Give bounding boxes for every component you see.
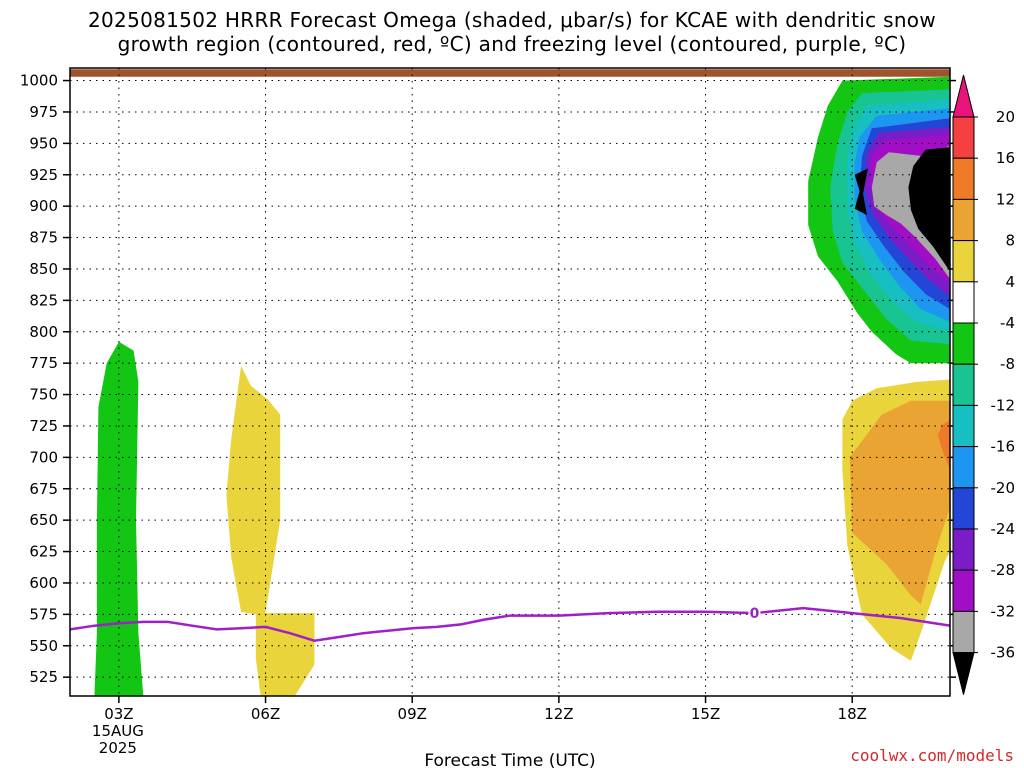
omega-region-3 [849,400,950,605]
freezing-level-label-bg [748,605,761,622]
omega-region-14 [854,168,868,215]
colorbar-bin-2 [952,157,975,200]
y-tick-label-525: 525 [29,668,58,686]
colorbar-bin-11 [952,528,975,571]
x-tick-label-03Z: 03Z [104,705,133,723]
y-tick-label-975: 975 [29,103,58,121]
y-tick-label-750: 750 [29,386,58,404]
y-tick-label-825: 825 [29,291,58,309]
y-tick-label-625: 625 [29,543,58,561]
y-tick-label-600: 600 [29,574,58,592]
colorbar-bin-6 [952,322,975,365]
colorbar-label-3: 8 [1005,232,1015,250]
colorbar-bin-5 [952,281,975,324]
x-tick-sublabel-1: 2025 [99,739,137,757]
omega-region-15 [70,69,950,77]
y-tick-label-775: 775 [29,354,58,372]
colorbar-bin-12 [952,569,975,612]
colorbar-bin-9 [952,446,975,489]
colorbar: 20 16 12 8 4 -4 -8 -12 -16 -20 -24 -28 -32 -36 [952,74,1016,695]
colorbar-label-5: -4 [1000,314,1015,332]
y-axis-ticks: 525 550 575 600 625 650 675 700 725 750 775 800 825 8… [20,72,956,686]
x-axis-label: Forecast Time (UTC) [424,751,595,768]
freezing-level-label: 0 [750,606,760,622]
y-tick-label-725: 725 [29,417,58,435]
x-tick-label-15Z: 15Z [691,705,720,723]
colorbar-label-12: -32 [991,602,1016,620]
colorbar-label-0: 20 [996,108,1015,126]
omega-region-1 [226,365,315,696]
grid-lines [70,68,950,696]
freezing-level-contour: 0 [70,605,950,642]
colorbar-label-8: -16 [991,438,1016,456]
colorbar-bin-4 [952,240,975,283]
y-tick-label-700: 700 [29,448,58,466]
y-tick-label-925: 925 [29,166,58,184]
colorbar-label-1: 16 [996,149,1015,167]
colorbar-label-13: -36 [991,644,1016,662]
colorbar-label-6: -8 [1000,355,1015,373]
y-tick-label-650: 650 [29,511,58,529]
colorbar-bin-14 [952,652,975,695]
y-tick-label-675: 675 [29,480,58,498]
y-tick-label-800: 800 [29,323,58,341]
omega-region-4 [937,419,950,470]
colorbar-bin-0 [952,74,975,118]
chart-title-line1: 2025081502 HRRR Forecast Omega (shaded, … [88,8,936,32]
y-tick-label-550: 550 [29,637,58,655]
x-tick-label-09Z: 09Z [398,705,427,723]
x-tick-sublabel-0: 15AUG [92,722,144,740]
colorbar-label-2: 12 [996,190,1015,208]
colorbar-bin-1 [952,116,975,159]
x-tick-label-06Z: 06Z [251,705,280,723]
y-tick-label-575: 575 [29,605,58,623]
freezing-level-line [70,606,950,642]
colorbar-label-7: -12 [991,396,1016,414]
y-tick-label-875: 875 [29,229,58,247]
omega-shaded-regions [70,69,950,696]
omega-region-0 [94,341,144,696]
chart-title: 2025081502 HRRR Forecast Omega (shaded, … [0,8,1024,56]
colorbar-label-11: -28 [991,561,1016,579]
colorbar-bin-7 [952,363,975,406]
colorbar-bin-8 [952,404,975,448]
colorbar-label-10: -24 [991,520,1016,538]
colorbar-bin-13 [952,610,975,654]
colorbar-label-9: -20 [991,479,1016,497]
y-tick-label-1000: 1000 [20,72,58,90]
x-tick-label-18Z: 18Z [838,705,867,723]
colorbar-bin-3 [952,198,975,242]
y-tick-label-950: 950 [29,134,58,152]
colorbar-bin-10 [952,487,975,530]
y-tick-label-900: 900 [29,197,58,215]
colorbar-label-4: 4 [1005,273,1015,291]
y-tick-label-850: 850 [29,260,58,278]
site-credit[interactable]: coolwx.com/models [850,746,1014,765]
omega-region-13 [908,147,950,272]
plot-frame [69,67,951,697]
chart-title-line2: growth region (contoured, red, ºC) and f… [117,32,907,56]
x-tick-label-12Z: 12Z [544,705,573,723]
